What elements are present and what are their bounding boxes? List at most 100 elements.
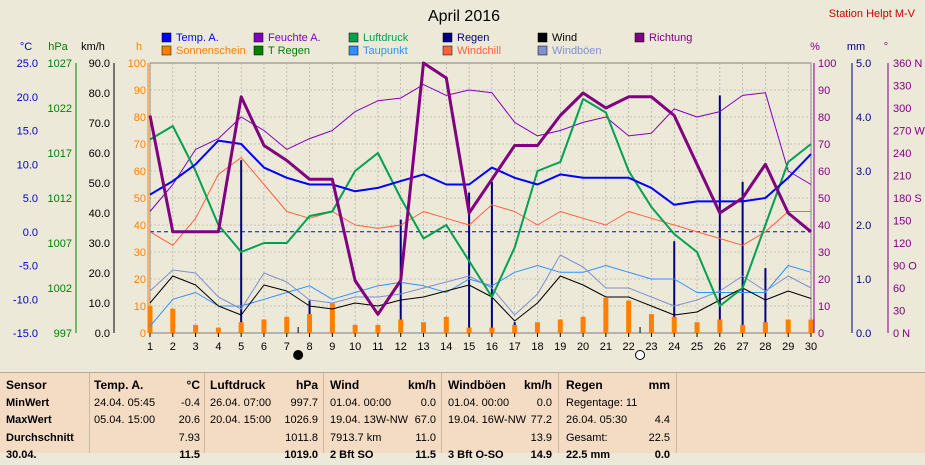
tick-label-direction_deg: 180 S: [893, 193, 922, 205]
tick-label-rain_mm: 5.0: [856, 58, 871, 70]
separator: [441, 373, 442, 453]
stats-rain-total-label: Gesamt:: [566, 431, 608, 444]
tick-label-wind_kmh: 50.0: [89, 178, 110, 190]
rain-bar: [764, 268, 767, 333]
sunshine-bar: [215, 327, 221, 333]
legend-label: Windchill: [457, 45, 501, 57]
x-tick-label: 17: [509, 341, 521, 353]
stats-rain-current-total: 22.5 mm: [566, 449, 611, 461]
tick-label-pressure_hpa: 1027: [48, 58, 72, 70]
x-tick-label: 25: [691, 341, 703, 353]
x-tick-label: 14: [440, 341, 452, 353]
stats-sensor-column: Sensor MinWert MaxWert Durchschnitt 30.0…: [6, 377, 88, 465]
legend-label: Wind: [552, 32, 577, 44]
stats-pressure-current: 1019.0: [284, 449, 318, 461]
sunshine-bar: [398, 319, 404, 333]
legend-label: T Regen: [268, 45, 310, 57]
axis-title-humidity_pct: %: [810, 41, 820, 53]
x-tick-label: 4: [215, 341, 221, 353]
x-tick-label: 13: [417, 341, 429, 353]
tick-label-pressure_hpa: 1002: [48, 283, 72, 295]
stats-label-max: MaxWert: [6, 414, 52, 426]
tick-label-temp_c: -15.0: [13, 328, 38, 340]
sunshine-bar: [671, 316, 677, 333]
legend-label: Luftdruck: [363, 32, 409, 44]
stats-rain-header: Regen: [566, 378, 603, 392]
tick-label-sun_h: 100: [128, 58, 146, 70]
separator: [558, 373, 559, 453]
legend-label: Windböen: [552, 45, 602, 57]
x-tick-label: 18: [531, 341, 543, 353]
stats-rain-current: 0.0: [654, 449, 670, 461]
axis-title-direction_deg: °: [884, 41, 888, 53]
x-tick-label: 29: [782, 341, 794, 353]
series-line-windb-en: [149, 254, 812, 316]
stats-panel: Sensor MinWert MaxWert Durchschnitt 30.0…: [0, 372, 925, 461]
tick-label-humidity_pct: 30: [818, 247, 830, 259]
tick-label-direction_deg: 150: [893, 216, 911, 228]
tick-label-direction_deg: 300: [893, 103, 911, 115]
stats-gusts-column: Windböen km/h 01.04. 00:00 0.0 19.04. 16W-…: [448, 377, 552, 465]
legend-swatch: [537, 45, 548, 56]
series-line-temp-a-: [149, 139, 812, 206]
x-tick-label: 24: [668, 341, 680, 353]
stats-gusts-unit: km/h: [523, 378, 552, 392]
x-tick-label: 19: [554, 341, 566, 353]
sunshine-bar: [694, 322, 700, 333]
stats-temp-current: 11.5: [179, 449, 200, 461]
sunshine-bar: [261, 319, 267, 333]
chart-legend: Temp. A. Feuchte A. Luftdruck Regen Wind Rich…: [161, 32, 692, 57]
sunshine-bar: [375, 324, 381, 333]
legend-swatch: [634, 32, 645, 43]
tick-label-wind_kmh: 30.0: [89, 238, 110, 250]
sunshine-bar: [238, 322, 244, 333]
station-name: Station Helpt M-V: [829, 8, 916, 20]
tick-label-sun_h: 70: [134, 139, 146, 151]
stats-gusts-header: Windböen: [448, 378, 506, 392]
separator: [204, 373, 205, 453]
sunshine-bar: [762, 322, 768, 333]
tick-label-pressure_hpa: 1012: [48, 193, 72, 205]
tick-label-wind_kmh: 60.0: [89, 148, 110, 160]
new-moon-icon: [635, 350, 646, 360]
full-moon-icon: [293, 350, 304, 360]
series-line-richtung: [148, 61, 812, 316]
legend-swatch: [537, 32, 548, 43]
sunshine-bar: [329, 303, 335, 333]
rain-bar: [240, 160, 243, 333]
sunshine-bar: [626, 300, 632, 333]
tick-label-sun_h: 50: [134, 193, 146, 205]
legend-swatch: [161, 45, 172, 56]
sunshine-bar: [443, 316, 449, 333]
tick-label-direction_deg: 270 W: [893, 126, 925, 138]
x-tick-label: 15: [463, 341, 475, 353]
tick-label-wind_kmh: 10.0: [89, 298, 110, 310]
sunshine-bar: [808, 319, 814, 333]
x-tick-label: 27: [736, 341, 748, 353]
tick-label-direction_deg: 210: [893, 171, 911, 183]
sunshine-bar: [512, 324, 518, 333]
tick-label-pressure_hpa: 1022: [48, 103, 72, 115]
sunshine-bar: [466, 327, 472, 333]
tick-label-wind_kmh: 90.0: [89, 58, 110, 70]
stats-rain-max-time: 26.04. 05:30: [566, 414, 628, 426]
tick-label-direction_deg: 0 N: [893, 328, 910, 340]
stats-gusts-max: 77.2: [530, 414, 552, 426]
tick-label-direction_deg: 360 N: [893, 58, 922, 70]
tick-label-temp_c: -10.0: [13, 294, 38, 306]
tick-label-pressure_hpa: 997: [54, 328, 72, 340]
sunshine-bar: [489, 327, 495, 333]
tick-label-sun_h: 40: [134, 220, 146, 232]
tick-label-wind_kmh: 0.0: [95, 328, 110, 340]
stats-rain-unit: mm: [648, 378, 670, 392]
sunshine-bar: [717, 319, 723, 333]
stats-rain-days: Regentage: 11: [566, 396, 638, 409]
legend-swatch: [161, 32, 172, 43]
series-line-luftdruck: [149, 98, 812, 307]
tick-label-wind_kmh: 70.0: [89, 118, 110, 130]
legend-swatch: [442, 32, 453, 43]
series-line-windchill: [149, 157, 811, 246]
tick-label-humidity_pct: 70: [818, 139, 830, 151]
axes: 25.0 20.0 15.0 10.0 5.0 0.0 -5.0 -10.0 -15.0 °C 10…: [13, 41, 925, 340]
stats-temp-avg: 7.93: [178, 431, 200, 444]
